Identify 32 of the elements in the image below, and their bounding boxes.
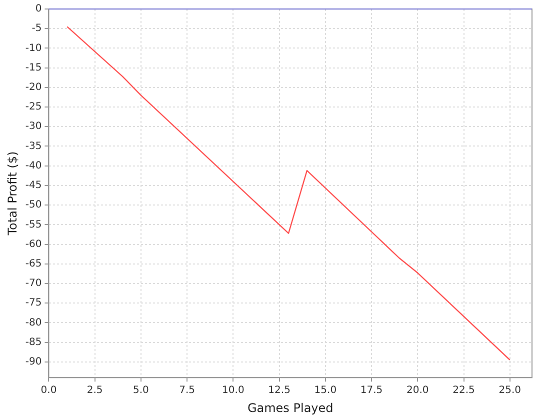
y-tick-label: -65 bbox=[25, 258, 42, 270]
y-tick-label: -70 bbox=[25, 278, 42, 290]
y-tick-label: -5 bbox=[32, 23, 42, 34]
x-tick-label: 0.0 bbox=[40, 385, 57, 396]
y-tick-label: -25 bbox=[25, 102, 42, 113]
x-tick-label: 2.5 bbox=[86, 385, 103, 396]
y-tick-label: -55 bbox=[25, 219, 42, 230]
y-tick-label: -45 bbox=[25, 180, 42, 192]
x-tick-label: 25.0 bbox=[498, 385, 521, 396]
x-tick-label: 17.5 bbox=[360, 385, 383, 396]
y-tick-label: -80 bbox=[25, 317, 42, 328]
x-tick-label: 10.0 bbox=[222, 385, 244, 396]
x-tick-label: 7.5 bbox=[179, 385, 196, 396]
y-tick-label: -20 bbox=[25, 82, 42, 94]
y-tick-label: -10 bbox=[25, 42, 42, 54]
y-tick-label: -15 bbox=[25, 62, 42, 74]
y-tick-label: -75 bbox=[25, 298, 42, 309]
x-tick-label: 20.0 bbox=[406, 385, 429, 396]
y-tick-label: -85 bbox=[25, 336, 42, 348]
y-tick-label: 0 bbox=[35, 4, 42, 15]
y-tick-label: -90 bbox=[25, 356, 42, 368]
y-tick-label: -30 bbox=[25, 121, 42, 132]
x-tick-label: 15.0 bbox=[314, 385, 337, 396]
x-tick-label: 22.5 bbox=[452, 385, 475, 396]
x-tick-label: 5.0 bbox=[133, 385, 149, 396]
x-tick-label: 12.5 bbox=[268, 385, 290, 396]
y-tick-label: -35 bbox=[25, 140, 42, 152]
y-tick-label: -40 bbox=[25, 160, 42, 172]
y-tick-label: -60 bbox=[25, 238, 42, 250]
y-axis-title: Total Profit ($) bbox=[5, 151, 20, 236]
y-tick-label: -50 bbox=[25, 200, 42, 211]
x-axis-title: Games Played bbox=[247, 400, 334, 415]
